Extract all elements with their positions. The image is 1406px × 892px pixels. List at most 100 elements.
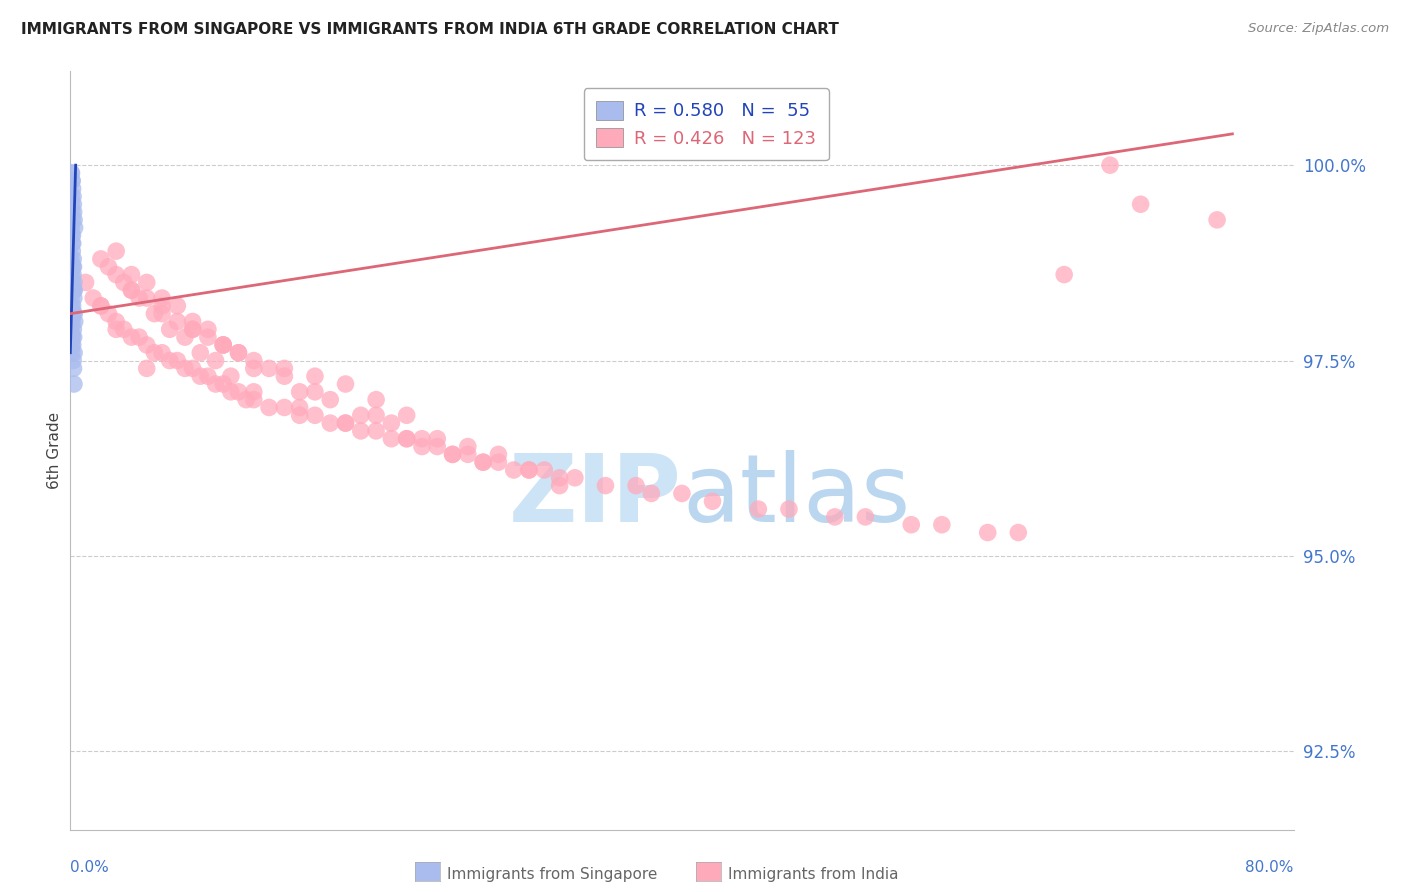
- Point: [60, 166, 83, 180]
- Point: [319, 392, 342, 407]
- Point: [426, 440, 449, 454]
- Point: [82, 291, 104, 305]
- Point: [135, 276, 157, 290]
- Text: Immigrants from India: Immigrants from India: [728, 867, 898, 881]
- Point: [181, 322, 204, 336]
- Point: [60, 228, 83, 243]
- Point: [204, 353, 226, 368]
- Point: [304, 409, 326, 423]
- Point: [60, 189, 83, 203]
- Point: [121, 283, 143, 297]
- Point: [62, 260, 84, 274]
- Point: [60, 345, 83, 359]
- Point: [219, 384, 242, 399]
- Point: [97, 307, 120, 321]
- Point: [105, 322, 128, 336]
- Point: [197, 322, 219, 336]
- Point: [59, 314, 82, 328]
- Point: [62, 361, 84, 376]
- Point: [273, 401, 295, 415]
- Point: [60, 291, 83, 305]
- Point: [624, 478, 647, 492]
- Point: [441, 447, 464, 461]
- Point: [63, 220, 86, 235]
- Point: [62, 338, 84, 352]
- Point: [90, 299, 112, 313]
- Text: IMMIGRANTS FROM SINGAPORE VS IMMIGRANTS FROM INDIA 6TH GRADE CORRELATION CHART: IMMIGRANTS FROM SINGAPORE VS IMMIGRANTS …: [21, 22, 839, 37]
- Point: [62, 299, 84, 313]
- Point: [1206, 212, 1229, 227]
- Point: [63, 212, 86, 227]
- Point: [159, 322, 181, 336]
- Point: [60, 236, 83, 251]
- Point: [63, 307, 86, 321]
- Point: [395, 409, 418, 423]
- Point: [62, 353, 84, 368]
- Point: [472, 455, 495, 469]
- Point: [533, 463, 555, 477]
- Point: [62, 189, 84, 203]
- Point: [62, 181, 84, 195]
- Point: [366, 424, 388, 438]
- Point: [395, 432, 418, 446]
- Point: [350, 409, 373, 423]
- Point: [243, 384, 266, 399]
- Point: [426, 432, 449, 446]
- Point: [62, 268, 84, 282]
- Point: [488, 447, 510, 461]
- Point: [59, 283, 82, 297]
- Point: [60, 174, 83, 188]
- Point: [60, 174, 83, 188]
- Text: 80.0%: 80.0%: [1246, 860, 1294, 875]
- Point: [105, 314, 128, 328]
- Point: [143, 345, 166, 359]
- Point: [90, 252, 112, 266]
- Legend: R = 0.580   N =  55, R = 0.426   N = 123: R = 0.580 N = 55, R = 0.426 N = 123: [583, 88, 830, 161]
- Point: [855, 509, 877, 524]
- Point: [181, 322, 204, 336]
- Point: [457, 440, 479, 454]
- Point: [60, 197, 83, 211]
- Point: [335, 416, 357, 430]
- Point: [60, 307, 83, 321]
- Point: [59, 322, 82, 336]
- Point: [212, 338, 235, 352]
- Point: [1099, 158, 1122, 172]
- Point: [517, 463, 540, 477]
- Point: [112, 322, 135, 336]
- Point: [457, 447, 479, 461]
- Point: [350, 424, 373, 438]
- Point: [335, 377, 357, 392]
- Point: [273, 369, 295, 384]
- Point: [128, 330, 150, 344]
- Point: [243, 392, 266, 407]
- Point: [273, 361, 295, 376]
- Point: [228, 345, 250, 359]
- Point: [548, 471, 571, 485]
- Point: [197, 369, 219, 384]
- Point: [174, 330, 197, 344]
- Point: [60, 220, 83, 235]
- Point: [228, 345, 250, 359]
- Point: [181, 314, 204, 328]
- Point: [63, 377, 86, 392]
- Point: [60, 330, 83, 344]
- Point: [257, 401, 280, 415]
- Text: Immigrants from Singapore: Immigrants from Singapore: [447, 867, 658, 881]
- Point: [900, 517, 922, 532]
- Point: [212, 338, 235, 352]
- Text: Source: ZipAtlas.com: Source: ZipAtlas.com: [1249, 22, 1389, 36]
- Point: [824, 509, 846, 524]
- Point: [441, 447, 464, 461]
- Point: [60, 283, 83, 297]
- Point: [640, 486, 662, 500]
- Point: [366, 392, 388, 407]
- Point: [166, 299, 188, 313]
- Point: [288, 401, 311, 415]
- Point: [1053, 268, 1076, 282]
- Point: [121, 268, 143, 282]
- Point: [60, 299, 83, 313]
- Point: [60, 338, 83, 352]
- Point: [121, 330, 143, 344]
- Point: [60, 260, 83, 274]
